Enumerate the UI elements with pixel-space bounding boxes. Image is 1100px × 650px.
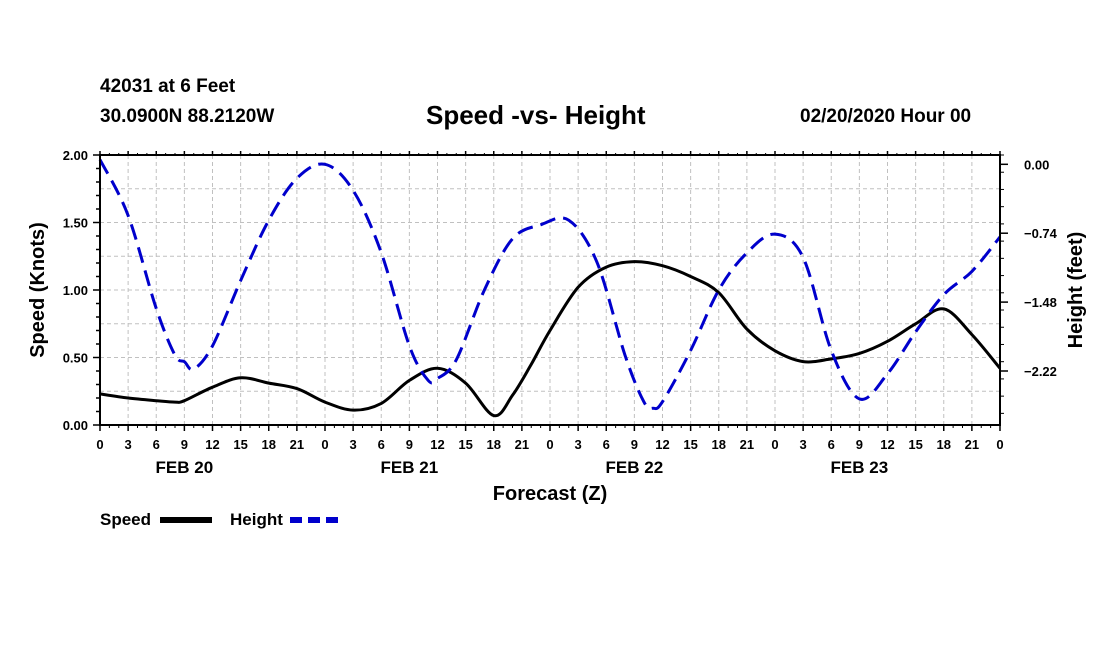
x-tick-label: 18 — [937, 437, 951, 452]
x-tick-label: 0 — [546, 437, 553, 452]
x-tick-label: 12 — [655, 437, 669, 452]
day-label: FEB 20 — [156, 458, 214, 477]
x-tick-label: 15 — [458, 437, 472, 452]
x-tick-label: 9 — [631, 437, 638, 452]
x-tick-label: 18 — [487, 437, 501, 452]
chart-title: Speed -vs- Height — [426, 100, 646, 130]
station-id-label: 42031 at 6 Feet — [100, 76, 236, 97]
data-series — [98, 159, 1002, 418]
x-tick-label: 18 — [712, 437, 726, 452]
axis-labels: 0 3 6 9 12 15 18 21 0 3 6 9 12 15 18 21 0 3 6 9 12 15 18 21 0 3 6 9… — [63, 148, 1058, 477]
day-label: FEB 22 — [606, 458, 664, 477]
axis-titles: Forecast (Z) Speed (Knots) Height (feet) — [27, 222, 1087, 505]
x-tick-label: 0 — [996, 437, 1003, 452]
x-tick-label: 0 — [96, 437, 103, 452]
x-tick-label: 0 — [771, 437, 778, 452]
plot-frame — [99, 154, 1001, 426]
speed-series-line — [99, 260, 1002, 418]
x-tick-label: 6 — [828, 437, 835, 452]
x-tick-label: 9 — [181, 437, 188, 452]
x-tick-label: 12 — [205, 437, 219, 452]
x-tick-label: 3 — [350, 437, 357, 452]
y2-axis-title: Height (feet) — [1065, 232, 1087, 349]
x-tick-label: 21 — [515, 437, 529, 452]
x-tick-label: 21 — [965, 437, 979, 452]
x-tick-label: 21 — [290, 437, 304, 452]
x-tick-label: 3 — [125, 437, 132, 452]
y2-tick-label: −1.48 — [1024, 295, 1057, 310]
x-tick-label: 9 — [406, 437, 413, 452]
y-tick-label: 0.00 — [63, 418, 88, 433]
x-tick-label: 12 — [880, 437, 894, 452]
y2-tick-label: 0.00 — [1024, 157, 1049, 172]
x-tick-label: 15 — [908, 437, 922, 452]
x-tick-label: 15 — [683, 437, 697, 452]
x-tick-label: 0 — [321, 437, 328, 452]
x-tick-label: 21 — [740, 437, 754, 452]
x-tick-label: 6 — [378, 437, 385, 452]
x-tick-label: 12 — [430, 437, 444, 452]
forecast-date-label: 02/20/2020 Hour 00 — [800, 106, 972, 127]
x-tick-label: 3 — [800, 437, 807, 452]
y-axis-title: Speed (Knots) — [27, 222, 49, 358]
y-tick-label: 2.00 — [63, 148, 88, 163]
day-label: FEB 23 — [831, 458, 889, 477]
x-tick-label: 6 — [153, 437, 160, 452]
station-coords-label: 30.0900N 88.2120W — [100, 106, 275, 127]
y2-tick-label: −2.22 — [1024, 364, 1057, 379]
legend-speed-label: Speed — [100, 510, 151, 529]
x-axis-title: Forecast (Z) — [493, 483, 607, 505]
x-tick-label: 18 — [262, 437, 276, 452]
x-tick-label: 9 — [856, 437, 863, 452]
x-tick-label: 3 — [575, 437, 582, 452]
height-series-line — [98, 159, 1002, 411]
y-tick-label: 1.00 — [63, 283, 88, 298]
x-tick-label: 15 — [233, 437, 247, 452]
legend: Speed Height — [100, 510, 342, 529]
y-tick-label: 0.50 — [63, 351, 88, 366]
legend-height-label: Height — [230, 510, 283, 529]
day-label: FEB 21 — [381, 458, 439, 477]
x-tick-label: 6 — [603, 437, 610, 452]
y-tick-label: 1.50 — [63, 216, 88, 231]
y2-tick-label: −0.74 — [1024, 226, 1058, 241]
